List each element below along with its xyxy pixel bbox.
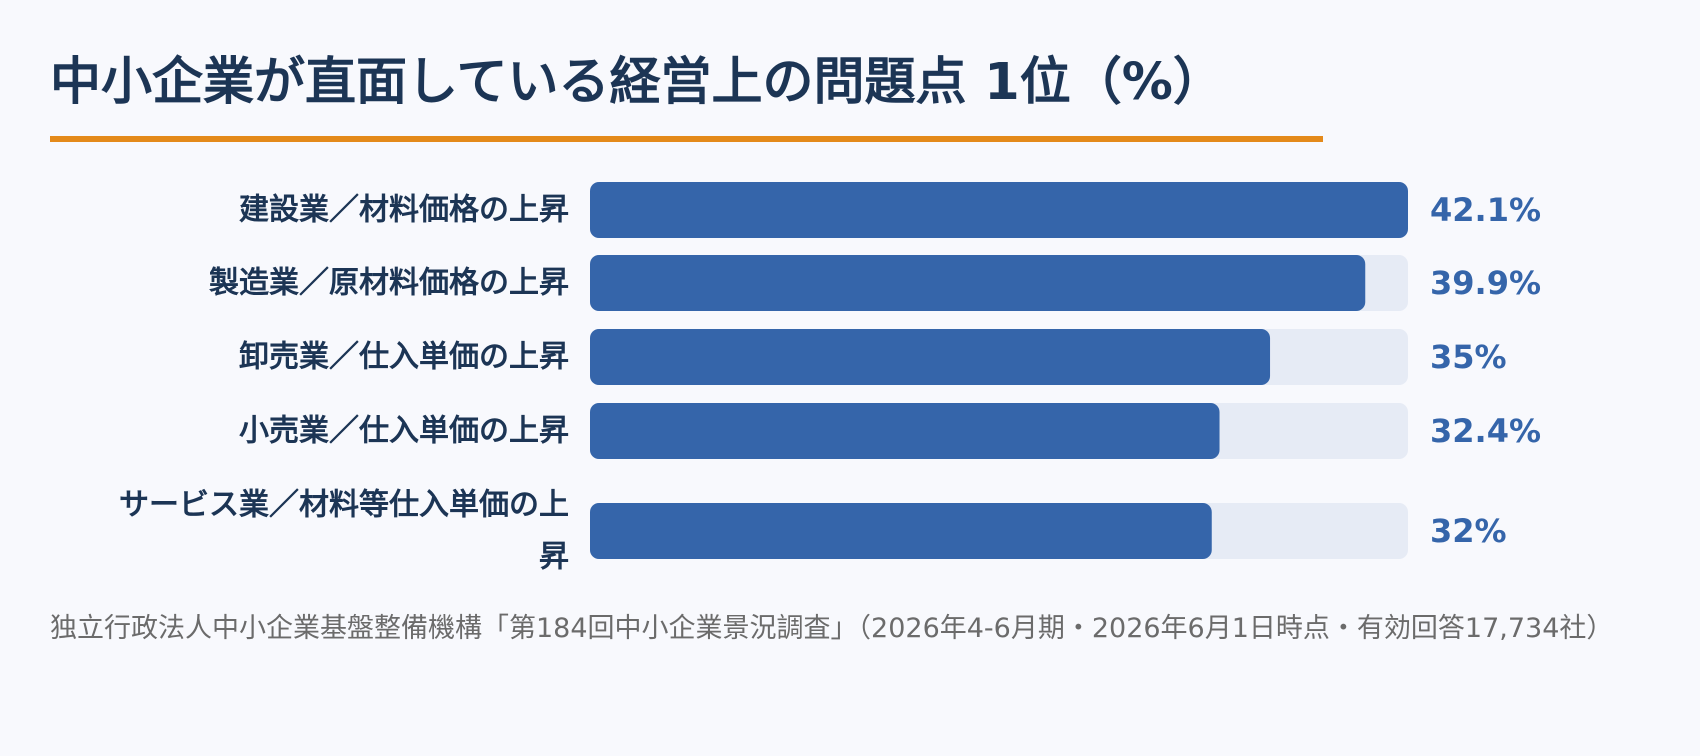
bar: [590, 182, 1408, 238]
category-label: 製造業／原材料価格の上昇: [209, 266, 569, 301]
value-label: 32%: [1430, 512, 1507, 550]
bar-row: 卸売業／仕入単価の上昇 35%: [239, 329, 1507, 385]
value-label: 32.4%: [1430, 412, 1541, 450]
bar: [590, 329, 1271, 385]
title-underline: [50, 136, 1323, 142]
bar: [590, 503, 1212, 559]
source-note: 独立行政法人中小企業基盤整備機構「第184回中小企業景況調査」（2026年4-6…: [50, 613, 1614, 644]
bar-row: 建設業／材料価格の上昇 42.1%: [239, 182, 1541, 238]
category-label: サービス業／材料等仕入単価の上: [119, 488, 569, 523]
chart-title: 中小企業が直面している経営上の問題点 1位（%）: [50, 53, 1224, 112]
bar-row: 小売業／仕入単価の上昇 32.4%: [239, 403, 1541, 459]
category-label: 昇: [539, 540, 569, 575]
bar: [590, 403, 1220, 459]
value-label: 42.1%: [1430, 191, 1541, 229]
category-label: 小売業／仕入単価の上昇: [239, 414, 569, 449]
category-label: 卸売業／仕入単価の上昇: [239, 340, 569, 375]
value-label: 39.9%: [1430, 264, 1541, 302]
value-label: 35%: [1430, 338, 1507, 376]
bar: [590, 255, 1366, 311]
category-label: 建設業／材料価格の上昇: [239, 193, 569, 228]
bar-row: 製造業／原材料価格の上昇 39.9%: [209, 255, 1541, 311]
